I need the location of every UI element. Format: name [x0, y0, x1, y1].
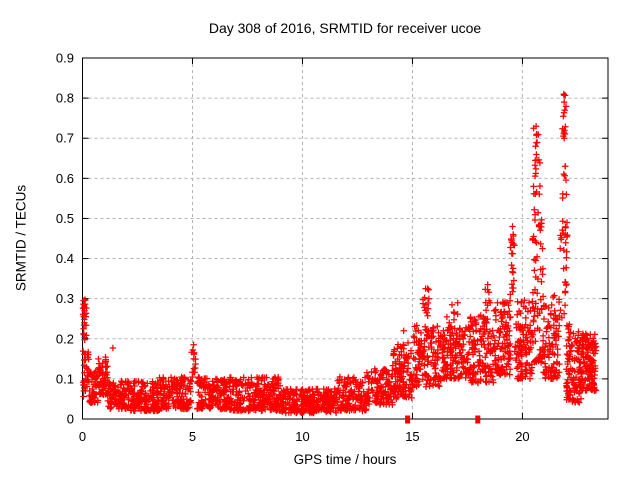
y-tick-label: 0.6 — [56, 171, 74, 186]
chart-title: Day 308 of 2016, SRMTID for receiver uco… — [208, 20, 482, 36]
data-points — [79, 90, 600, 417]
plot-border — [82, 57, 609, 420]
x-tick-label: 10 — [295, 429, 309, 444]
x-tick-label: 0 — [79, 429, 86, 444]
y-tick-label: 0.7 — [56, 131, 74, 146]
y-tick-label: 0 — [67, 412, 74, 427]
x-tick-label: 20 — [515, 429, 529, 444]
x-tick-label: 5 — [189, 429, 196, 444]
y-tick-label: 0.4 — [56, 251, 74, 266]
on-axis-cluster — [405, 415, 411, 424]
x-axis-title: GPS time / hours — [293, 452, 397, 467]
x-tick-label: 15 — [405, 429, 419, 444]
y-tick-label: 0.2 — [56, 331, 74, 346]
y-tick-label: 0.1 — [56, 371, 74, 386]
y-tick-label: 0.3 — [56, 291, 74, 306]
y-tick-label: 0.8 — [56, 91, 74, 106]
y-tick-label: 0.5 — [56, 211, 74, 226]
on-axis-cluster — [475, 415, 481, 424]
y-tick-label: 0.9 — [56, 51, 74, 66]
